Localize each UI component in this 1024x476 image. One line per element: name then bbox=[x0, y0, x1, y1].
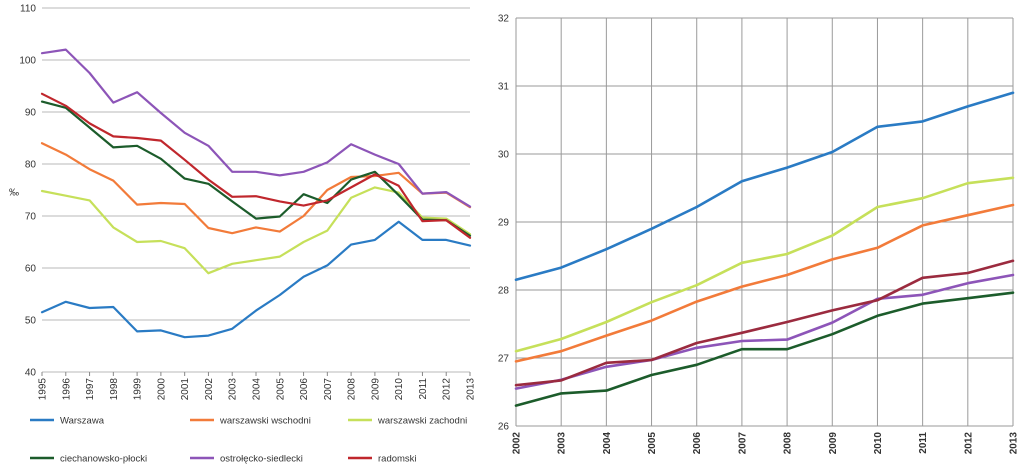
series-line-warszawa bbox=[514, 91, 1015, 282]
x-tick-label: 2009 bbox=[828, 432, 839, 455]
series-line-radomski bbox=[40, 92, 472, 239]
y-axis-label: ‰ bbox=[9, 188, 19, 199]
x-tick-label: 2004 bbox=[602, 432, 613, 455]
series-line-warszawski-wschodni bbox=[514, 203, 1015, 363]
x-tick-label: 2012 bbox=[442, 378, 453, 401]
x-tick-label: 2012 bbox=[963, 432, 974, 455]
x-tick-label: 1995 bbox=[38, 378, 49, 401]
x-tick-label: 2005 bbox=[275, 378, 286, 401]
series-line-radomski bbox=[514, 259, 1015, 387]
x-tick-label: 2010 bbox=[394, 378, 405, 401]
legend-label-warszawski-zachodni: warszawski zachodni bbox=[377, 416, 467, 427]
x-tick-label: 2008 bbox=[783, 432, 794, 455]
x-tick-label: 2013 bbox=[466, 378, 477, 401]
y-tick-label: 50 bbox=[25, 316, 37, 327]
y-tick-label: 31 bbox=[498, 82, 510, 93]
legend-label-ciechanowsko-plocki: ciechanowsko-płocki bbox=[60, 454, 147, 465]
x-tick-label: 1999 bbox=[133, 378, 144, 401]
series-line-warszawski-wschodni bbox=[40, 142, 472, 235]
y-tick-label: 110 bbox=[20, 4, 36, 15]
y-tick-label: 70 bbox=[25, 212, 37, 223]
series-line-ciechanowsko-plocki bbox=[514, 291, 1015, 407]
series-line-ostrolecko-siedlecki bbox=[514, 273, 1015, 390]
y-tick-label: 90 bbox=[25, 108, 37, 119]
x-tick-label: 2007 bbox=[323, 378, 334, 401]
y-tick-label: 27 bbox=[498, 354, 510, 365]
x-tick-label: 2002 bbox=[204, 378, 215, 401]
series-line-warszawski-zachodni bbox=[514, 176, 1015, 353]
y-tick-label: 26 bbox=[498, 422, 510, 433]
x-tick-label: 2011 bbox=[418, 378, 429, 400]
y-tick-label: 60 bbox=[25, 264, 37, 275]
x-tick-label: 2002 bbox=[512, 432, 523, 455]
x-tick-label: 2007 bbox=[737, 432, 748, 455]
y-tick-label: 80 bbox=[25, 160, 37, 171]
x-tick-label: 2005 bbox=[647, 432, 658, 455]
x-tick-label: 2008 bbox=[347, 378, 358, 401]
trend-chart: 26 27 28 29 30 31 32 2002 2003 2004 2005 2006 2007 20… bbox=[498, 14, 1020, 455]
legend-label-warszawski-wschodni: warszawski wschodni bbox=[219, 416, 311, 427]
y-tick-label: 30 bbox=[498, 150, 510, 161]
y-tick-label: 40 bbox=[25, 368, 37, 379]
x-tick-label: 2004 bbox=[252, 378, 263, 401]
x-tick-label: 1996 bbox=[61, 378, 72, 401]
legend-label-ostrolecko-siedlecki: ostrołęcko-siedlecki bbox=[220, 454, 303, 465]
y-tick-label: 29 bbox=[498, 218, 510, 229]
x-tick-label: 1997 bbox=[85, 378, 96, 401]
x-tick-label: 2000 bbox=[156, 378, 167, 401]
y-tick-label: 28 bbox=[498, 286, 510, 297]
series-line-ostrolecko-siedlecki bbox=[40, 48, 472, 208]
x-tick-label: 2006 bbox=[299, 378, 310, 401]
y-tick-label: 32 bbox=[498, 14, 510, 25]
x-tick-label: 2003 bbox=[557, 432, 568, 455]
x-tick-label: 2006 bbox=[692, 432, 703, 455]
x-tick-label: 1998 bbox=[109, 378, 120, 401]
x-tick-label: 2011 bbox=[918, 432, 929, 454]
legend-label-radomski: radomski bbox=[378, 454, 417, 465]
series-line-warszawski-zachodni bbox=[40, 186, 472, 275]
series-line-warszawa bbox=[40, 220, 472, 339]
x-tick-label: 2001 bbox=[180, 378, 191, 401]
legend-label-warszawa: Warszawa bbox=[60, 416, 105, 427]
y-tick-label: 100 bbox=[19, 56, 36, 67]
x-tick-label: 2009 bbox=[370, 378, 381, 401]
mortality-chart: 40 50 60 70 80 90 100 110 ‰ 1995 1996 1997 1998 1999 2… bbox=[9, 4, 477, 465]
x-tick-label: 2010 bbox=[873, 432, 884, 455]
series-line-ciechanowsko-plocki bbox=[40, 100, 472, 237]
x-tick-label: 2003 bbox=[228, 378, 239, 401]
x-tick-label: 2013 bbox=[1009, 432, 1020, 455]
